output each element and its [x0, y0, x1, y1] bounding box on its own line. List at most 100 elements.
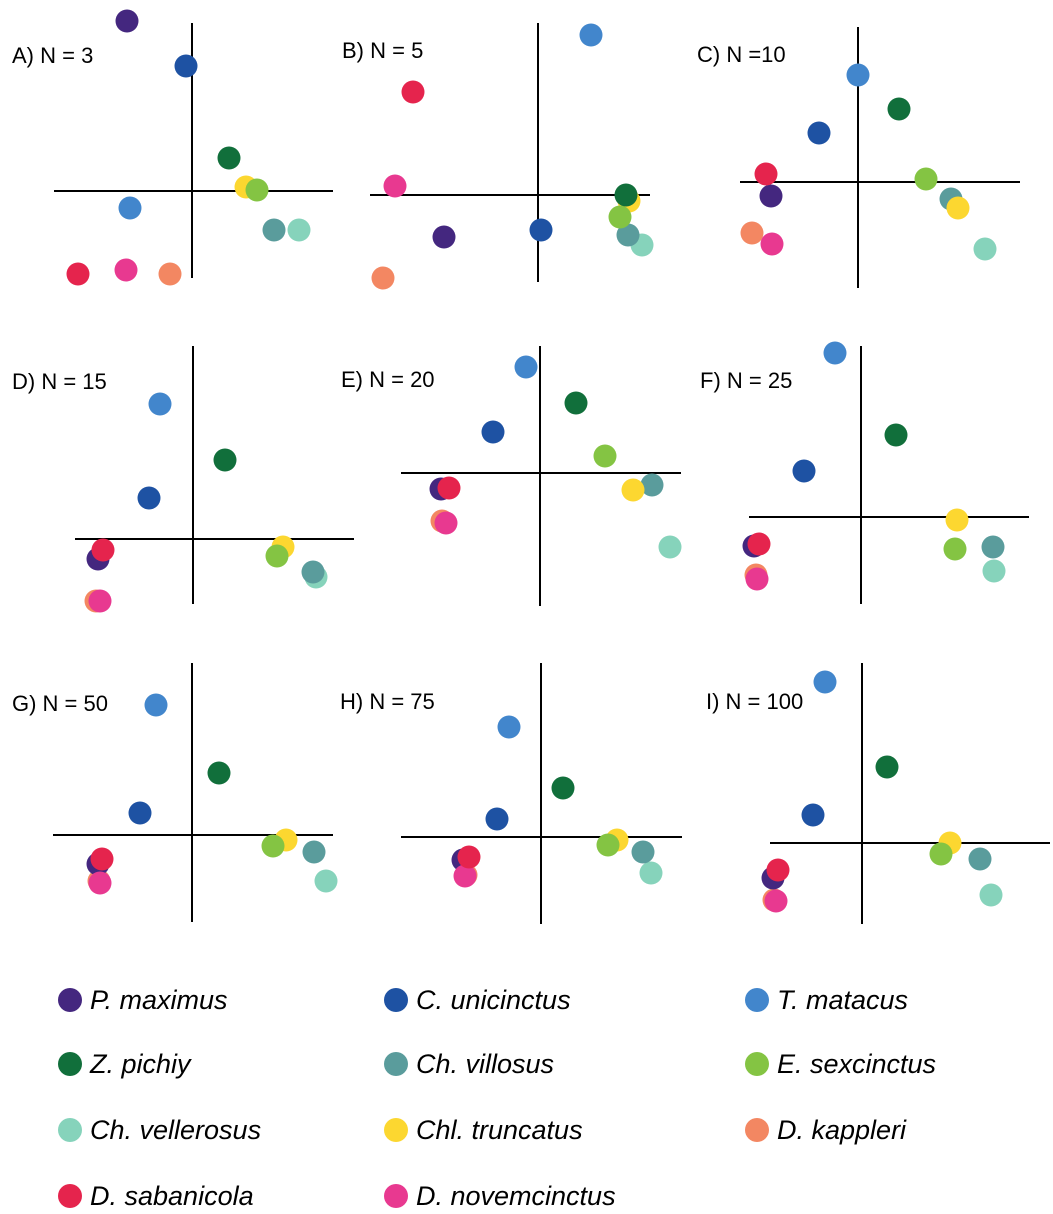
point-ch-villosus	[968, 847, 992, 871]
point-p-maximus	[759, 184, 783, 208]
legend-item: T. matacus	[745, 982, 908, 1018]
panel-title: C) N =10	[697, 42, 786, 67]
point-ch-villosus	[640, 473, 664, 497]
point-t-matacus	[118, 196, 142, 220]
point-d-novemcinctus	[88, 589, 112, 613]
point-ch-vellerosus	[639, 861, 663, 885]
point-d-novemcinctus	[88, 871, 112, 895]
point-ch-villosus	[301, 560, 325, 584]
scatter-panel: E) N = 20	[341, 346, 682, 606]
point-ch-villosus	[631, 840, 655, 864]
point-z-pichiy	[884, 423, 908, 447]
legend-label: Z. pichiy	[90, 1048, 191, 1079]
point-z-pichiy	[217, 146, 241, 170]
point-t-matacus	[148, 392, 172, 416]
point-d-sabanicola	[766, 858, 790, 882]
panel-title: A) N = 3	[12, 43, 93, 68]
panel-title: B) N = 5	[342, 38, 423, 63]
scatter-panel: F) N = 25	[700, 341, 1029, 604]
scatter-panel: C) N =10	[697, 27, 1020, 288]
point-chl-truncatus	[946, 196, 970, 220]
point-d-sabanicola	[90, 847, 114, 871]
point-c-unicinctus	[807, 121, 831, 145]
point-c-unicinctus	[529, 218, 553, 242]
point-d-novemcinctus	[383, 174, 407, 198]
point-d-sabanicola	[66, 262, 90, 286]
point-ch-villosus	[616, 223, 640, 247]
point-d-novemcinctus	[760, 232, 784, 256]
point-t-matacus	[846, 63, 870, 87]
scatter-panel: D) N = 15	[12, 346, 354, 613]
legend-item: Ch. villosus	[384, 1046, 554, 1082]
point-p-maximus	[115, 9, 139, 33]
point-e-sexcinctus	[914, 167, 938, 191]
point-d-novemcinctus	[114, 258, 138, 282]
point-ch-villosus	[262, 218, 286, 242]
point-z-pichiy	[564, 391, 588, 415]
point-d-novemcinctus	[764, 889, 788, 913]
scatter-panel: G) N = 50	[12, 663, 338, 922]
legend-item: Chl. truncatus	[384, 1112, 583, 1148]
scatter-panel: A) N = 3	[12, 9, 333, 286]
point-ch-vellerosus	[314, 869, 338, 893]
point-e-sexcinctus	[245, 178, 269, 202]
point-e-sexcinctus	[593, 444, 617, 468]
legend-item: C. unicinctus	[384, 982, 571, 1018]
legend: P. maximus C. unicinctus T. matacus Z. pich…	[0, 970, 1053, 1211]
point-c-unicinctus	[128, 801, 152, 825]
point-c-unicinctus	[174, 54, 198, 78]
point-ch-villosus	[302, 840, 326, 864]
point-c-unicinctus	[801, 803, 825, 827]
point-t-matacus	[579, 23, 603, 47]
point-ch-vellerosus	[287, 218, 311, 242]
legend-swatch	[745, 1118, 769, 1142]
point-c-unicinctus	[481, 420, 505, 444]
point-z-pichiy	[551, 776, 575, 800]
legend-swatch	[58, 1118, 82, 1142]
point-d-kappleri	[158, 262, 182, 286]
legend-swatch	[58, 1184, 82, 1208]
scatter-panels: A) N = 3 B) N = 5 C) N =10 D) N = 15 E) N = …	[12, 9, 1050, 924]
legend-item: D. kappleri	[745, 1112, 906, 1148]
legend-swatch	[745, 988, 769, 1012]
legend-label: T. matacus	[777, 984, 909, 1015]
point-t-matacus	[514, 355, 538, 379]
panel-title: H) N = 75	[340, 689, 435, 714]
legend-item: P. maximus	[58, 982, 228, 1018]
panel-title: F) N = 25	[700, 368, 792, 393]
point-z-pichiy	[213, 448, 237, 472]
legend-item: E. sexcinctus	[745, 1046, 936, 1082]
legend-label: D. novemcinctus	[416, 1180, 616, 1211]
point-d-kappleri	[740, 221, 764, 245]
point-d-sabanicola	[754, 162, 778, 186]
point-d-sabanicola	[401, 80, 425, 104]
scatter-panel: I) N = 100	[706, 663, 1050, 924]
legend-swatch	[58, 988, 82, 1012]
scatter-panel: B) N = 5	[342, 23, 654, 290]
legend-swatch	[384, 1184, 408, 1208]
point-e-sexcinctus	[261, 834, 285, 858]
legend-label: C. unicinctus	[416, 984, 571, 1015]
panel-title: I) N = 100	[706, 689, 803, 714]
point-chl-truncatus	[621, 478, 645, 502]
point-e-sexcinctus	[265, 544, 289, 568]
point-chl-truncatus	[945, 508, 969, 532]
point-p-maximus	[432, 225, 456, 249]
point-ch-villosus	[981, 535, 1005, 559]
point-z-pichiy	[887, 97, 911, 121]
scatter-panel: H) N = 75	[340, 663, 682, 924]
point-d-sabanicola	[747, 532, 771, 556]
point-ch-vellerosus	[658, 535, 682, 559]
legend-label: E. sexcinctus	[777, 1048, 937, 1079]
point-z-pichiy	[614, 183, 638, 207]
point-t-matacus	[497, 715, 521, 739]
legend-swatch	[384, 1052, 408, 1076]
legend-swatch	[384, 988, 408, 1012]
point-ch-vellerosus	[982, 559, 1006, 583]
legend-label: P. maximus	[90, 984, 228, 1015]
point-e-sexcinctus	[596, 833, 620, 857]
point-d-kappleri	[371, 266, 395, 290]
point-d-novemcinctus	[453, 864, 477, 888]
legend-item: Ch. vellerosus	[58, 1112, 261, 1148]
point-d-novemcinctus	[745, 567, 769, 591]
